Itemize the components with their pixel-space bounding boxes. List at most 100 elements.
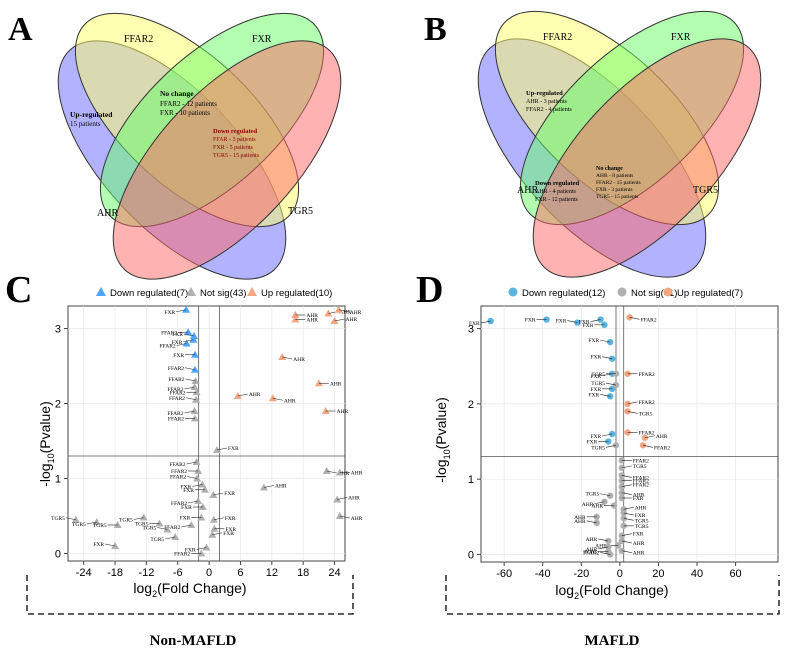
label-leader: [196, 547, 207, 550]
legend-label: Not sig(43): [200, 288, 246, 299]
point-label: TGR5: [143, 526, 157, 532]
x-tick-label: -18: [107, 567, 123, 579]
label-leader: [598, 546, 609, 550]
data-point: [322, 467, 331, 474]
point-label: FFAR2: [169, 396, 185, 402]
point-label: AHR: [586, 547, 598, 553]
data-point: [139, 513, 148, 521]
venn-a: A FFAR2 FXR AHR TGR5 Up-regulated 15 pat…: [8, 11, 342, 280]
legend-marker: [96, 287, 106, 296]
data-point: [291, 311, 300, 318]
point-label: FFAR2: [171, 469, 187, 475]
label-leader: [187, 476, 198, 479]
label-leader: [183, 333, 195, 337]
venn-a-down-title: Down regulated: [213, 128, 258, 135]
point-label: TGR5: [591, 381, 605, 387]
x-tick-label: 12: [266, 567, 278, 579]
label-leader: [185, 378, 196, 382]
venn-b-label-tgr5: TGR5: [693, 185, 718, 196]
data-point: [330, 317, 339, 324]
data-point: [191, 377, 200, 384]
label-leader: [621, 484, 632, 488]
data-point: [111, 542, 120, 549]
point-label: FFAR2: [633, 475, 649, 481]
point-label: TGR5: [150, 537, 164, 543]
data-point: [197, 513, 206, 521]
point-label: AHR: [306, 313, 318, 319]
point-label: TGR5: [119, 518, 133, 524]
point-label: FFAR2: [639, 430, 655, 436]
point-label: FFAR2: [633, 483, 649, 489]
data-point: [191, 365, 200, 373]
point-label: TGR5: [635, 518, 649, 524]
point-label: TGR5: [591, 372, 605, 378]
x-tick-label: -24: [76, 567, 92, 579]
data-point: [209, 515, 218, 523]
venn-b: B FFAR2 FXR AHR TGR5 Up-regulated AHR - …: [424, 10, 762, 278]
data-point: [171, 533, 180, 540]
point-label: AHR: [586, 537, 598, 543]
legend-marker: [247, 287, 257, 296]
label-leader: [133, 517, 144, 520]
venn-b-nochange-line: FFAR2 - 15 patients: [596, 180, 641, 186]
point-label: FXR: [590, 434, 601, 440]
label-leader: [237, 393, 248, 397]
label-leader: [165, 536, 176, 540]
plot-c-ylabel: -log10(Pvalue): [37, 401, 56, 487]
venn-a-down-line: FXR - 5 patients: [213, 145, 253, 151]
label-leader: [176, 343, 187, 346]
label-leader: [216, 447, 228, 451]
label-leader: [642, 444, 654, 448]
label-leader: [627, 411, 638, 414]
point-label: FFAR2: [654, 445, 670, 451]
point-label: FXR: [183, 488, 194, 494]
label-leader: [623, 512, 634, 516]
data-point: [113, 521, 122, 528]
venn-a-up-line: 15 patients: [70, 120, 101, 128]
panel-letter-d: D: [416, 269, 443, 311]
point-label: TGR5: [639, 411, 653, 417]
venn-b-nochange-line: AHR - 8 patients: [596, 173, 633, 179]
label-leader: [605, 444, 617, 448]
data-point: [210, 524, 219, 532]
label-leader: [623, 518, 634, 521]
point-label: FFAR2: [169, 390, 185, 396]
venn-b-down-line: AHR - 4 patients: [535, 189, 576, 195]
x-tick-label: -20: [573, 568, 589, 580]
label-leader: [263, 485, 275, 488]
label-leader: [600, 493, 611, 497]
label-leader: [600, 394, 611, 397]
data-point: [163, 525, 172, 533]
x-tick-label: 6: [237, 567, 243, 579]
point-label: FXR: [590, 387, 601, 393]
point-label: AHR: [293, 357, 305, 363]
label-leader: [621, 492, 632, 496]
plot-c-caption: Non-MAFLD: [150, 633, 237, 649]
point-label: AHR: [633, 493, 645, 499]
plot-c-bracket: [26, 575, 354, 615]
label-leader: [157, 527, 168, 530]
point-label: FFAR2: [168, 417, 184, 423]
data-point: [194, 497, 203, 504]
point-label: FXR: [164, 310, 175, 316]
y-tick-label: 2: [55, 399, 61, 411]
volcano-c: C -24 -18 -12 -6 0 6 12 18 240123FXRFFAR2FXRFFAR…: [5, 269, 363, 649]
label-leader: [334, 318, 345, 322]
x-tick-label: 0: [206, 567, 212, 579]
point-label: AHR: [574, 515, 586, 521]
point-label: FXR: [181, 485, 192, 491]
y-tick-label: 2: [468, 399, 474, 411]
plot-d-caption: MAFLD: [585, 633, 640, 649]
legend-label: Down regulated(12): [522, 288, 605, 299]
data-point: [197, 549, 206, 557]
point-label: FXR: [635, 513, 646, 519]
point-label: TGR5: [584, 549, 598, 555]
label-leader: [644, 435, 655, 439]
label-leader: [621, 550, 632, 554]
label-leader: [186, 461, 197, 465]
point-label: FFAR2: [174, 552, 190, 558]
point-label: TGR5: [635, 524, 649, 530]
x-tick-label: -60: [496, 568, 512, 580]
data-point: [200, 485, 209, 493]
